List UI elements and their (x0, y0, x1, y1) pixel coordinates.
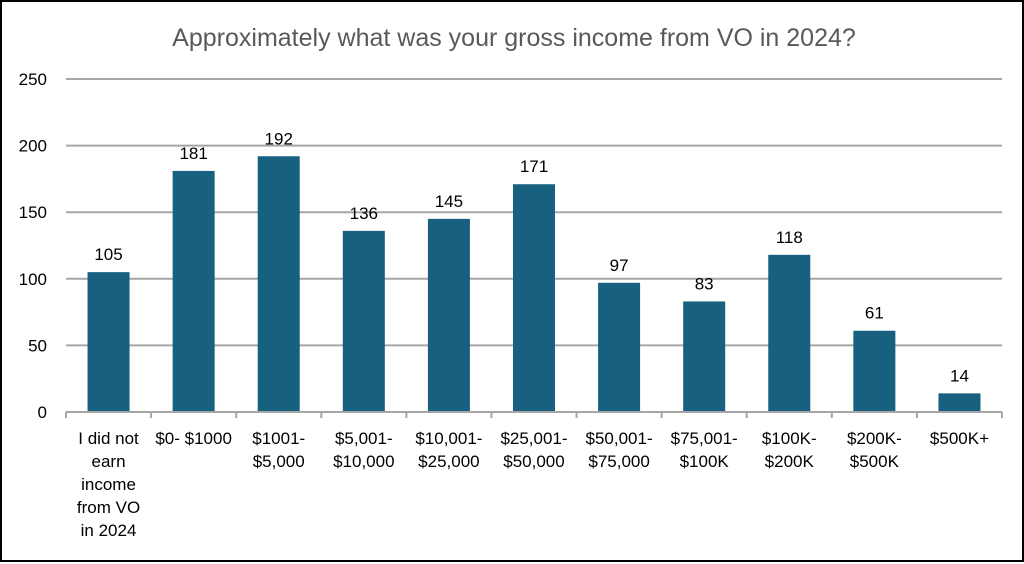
bars (87, 156, 981, 412)
bar (683, 301, 726, 412)
category-label: $50,001- $75,000 (586, 429, 653, 471)
bar (598, 282, 641, 412)
category-label: $10,001- $25,000 (415, 429, 482, 471)
data-label: 181 (179, 144, 207, 163)
category-label-line: from VO (77, 498, 140, 517)
bar (853, 330, 896, 412)
data-label: 61 (865, 304, 884, 323)
bar (342, 230, 385, 412)
category-label-line: $100K- (762, 429, 817, 448)
y-tick-label: 150 (19, 203, 47, 222)
category-label: $0- $1000 (155, 429, 232, 448)
bar (427, 218, 470, 412)
data-label: 171 (520, 157, 548, 176)
category-labels: I did not earn income from VO in 2024 $0- $10… (77, 429, 989, 540)
category-label-line: $25,000 (418, 452, 479, 471)
category-label-line: earn (92, 452, 126, 471)
category-label-line: $200K- (847, 429, 902, 448)
category-label: $1001- $5,000 (252, 429, 305, 471)
data-label: 192 (265, 129, 293, 148)
data-label: 14 (950, 366, 969, 385)
bar (513, 184, 555, 412)
category-label-line: $50,000 (503, 452, 564, 471)
y-tick-label: 250 (19, 70, 47, 89)
y-tick-label: 0 (38, 403, 47, 422)
category-label-line: income (81, 475, 136, 494)
chart-title: Approximately what was your gross income… (172, 24, 856, 52)
category-label: $100K- $200K (762, 429, 817, 471)
category-label-line: $1001- (252, 429, 305, 448)
category-label-line: $25,001- (500, 429, 567, 448)
y-tick-label: 200 (19, 137, 47, 156)
category-label-line: $10,001- (415, 429, 482, 448)
bar (768, 254, 811, 412)
category-label-line: $5,001- (335, 429, 393, 448)
category-label-line: $75,000 (588, 452, 649, 471)
category-label: $25,001- $50,000 (500, 429, 567, 471)
category-label-line: $50,001- (586, 429, 653, 448)
y-axis-ticks: 0 50 100 150 200 250 (19, 70, 47, 422)
y-tick-label: 50 (28, 336, 47, 355)
category-label-line: $5,000 (253, 452, 305, 471)
category-label-line: I did not (78, 429, 139, 448)
data-label: 97 (610, 256, 629, 275)
data-label: 105 (94, 245, 122, 264)
category-label: $500K+ (930, 429, 989, 448)
category-label-line: $100K (680, 452, 730, 471)
category-label-line: $500K+ (930, 429, 989, 448)
category-label-line: in 2024 (81, 521, 137, 540)
y-tick-label: 100 (19, 270, 47, 289)
x-axis (65, 411, 1003, 418)
category-label-line: $75,001- (671, 429, 738, 448)
category-label: $75,001- $100K (671, 429, 738, 471)
data-label: 145 (435, 192, 463, 211)
data-label: 83 (695, 274, 714, 293)
category-label: I did not earn income from VO in 2024 (77, 429, 140, 540)
bar (87, 272, 130, 412)
category-label: $5,001- $10,000 (333, 429, 394, 471)
data-labels: 105 181 192 136 145 171 97 83 118 61 14 (94, 129, 969, 385)
data-label: 118 (776, 228, 803, 247)
category-label-line: $10,000 (333, 452, 394, 471)
bar (938, 393, 981, 412)
bar (172, 170, 215, 412)
bar (257, 156, 300, 412)
category-label: $200K- $500K (847, 429, 902, 471)
category-label-line: $0- $1000 (155, 429, 232, 448)
category-label-line: $500K (850, 452, 900, 471)
data-label: 136 (350, 204, 378, 223)
category-label-line: $200K (765, 452, 815, 471)
